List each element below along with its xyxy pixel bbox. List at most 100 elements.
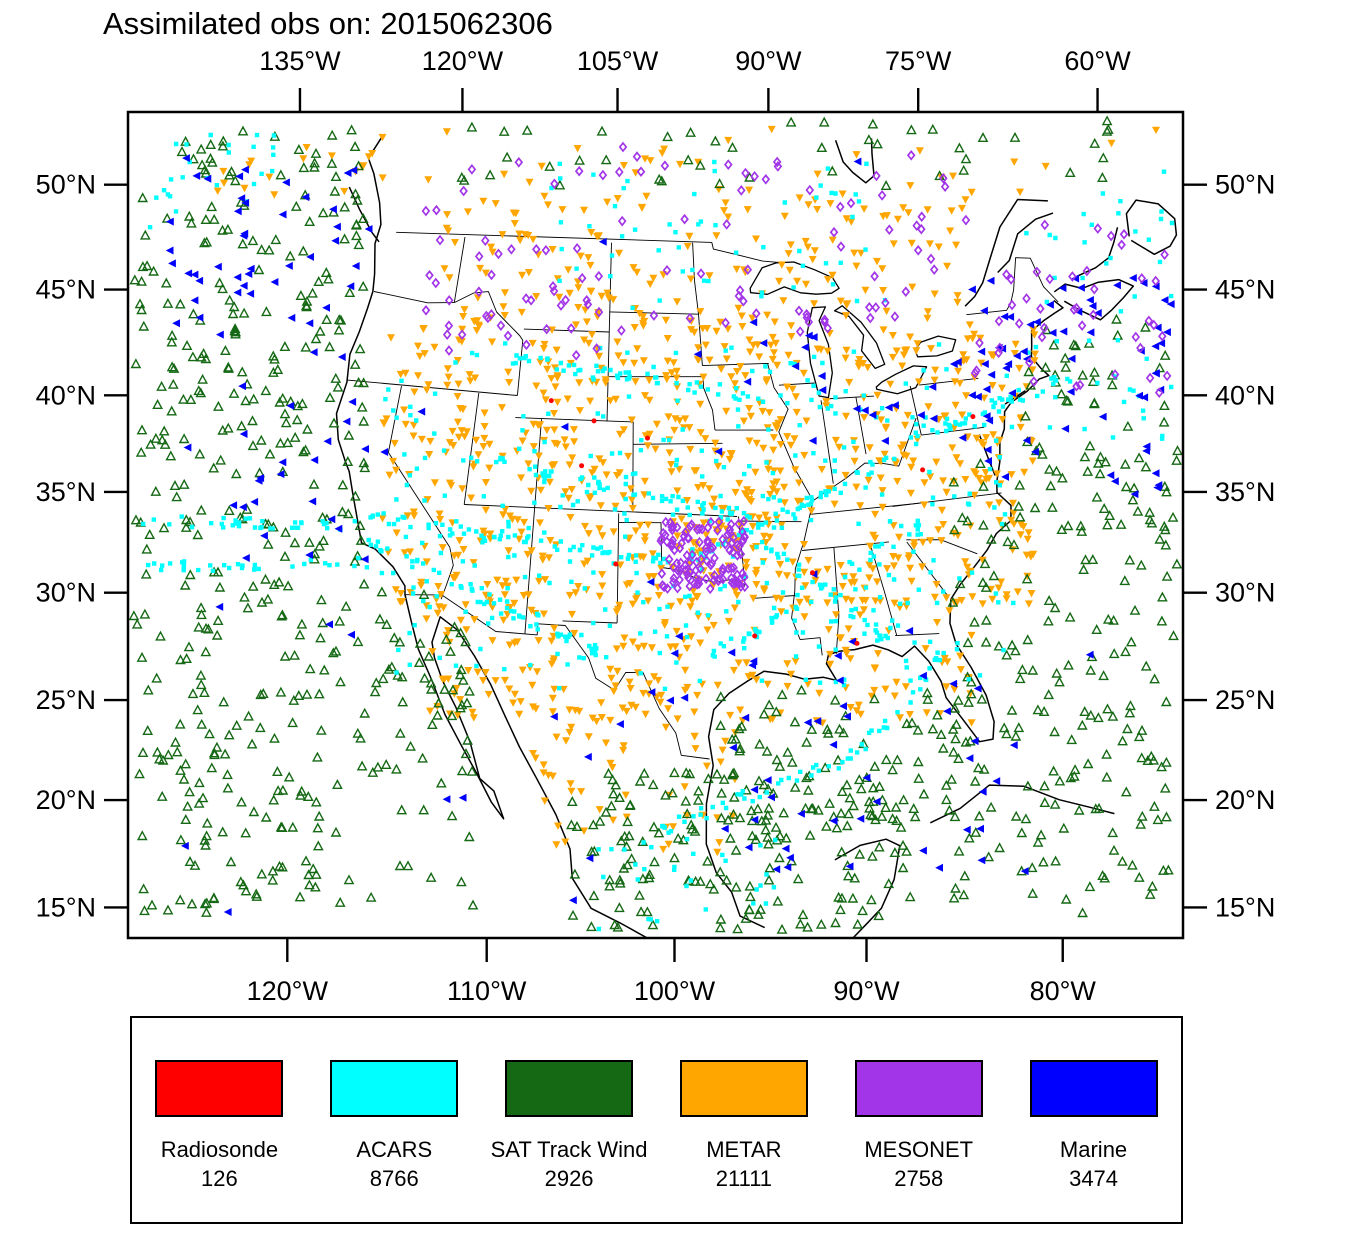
state-border [895,633,940,637]
legend-count: 2758 [894,1166,944,1191]
axis-label-lat-right: 30°N [1215,578,1275,608]
legend-item-satwind: SAT Track Wind 2926 [482,1018,657,1222]
coastline [705,299,1064,929]
figure-title: Assimilated obs on: 2015062306 [103,6,553,41]
legend-item-acars: ACARS 8766 [307,1018,482,1222]
axis-label-lat-left: 35°N [36,477,96,507]
map-geography [335,134,1178,938]
state-border [463,392,480,505]
axis-label-lon-bottom: 110°W [447,976,527,1006]
state-border [516,340,524,396]
series-mesonet [421,141,1172,595]
axis-label-lon-top: 120°W [422,46,504,76]
state-border [373,291,455,304]
state-border [606,242,612,422]
legend-label: Marine [1059,1137,1128,1162]
state-border [453,236,466,303]
coastline [1053,278,1135,321]
state-border [702,376,716,431]
coastline [348,186,380,243]
coastline [834,138,875,184]
state-border [824,395,875,400]
legend-item-marine: Marine 3474 [1006,1018,1181,1222]
axis-label-lat-right: 35°N [1215,477,1275,507]
state-border [919,377,979,386]
axis-label-lon-bottom: 100°W [634,976,716,1006]
axis-label-lat-right: 50°N [1215,170,1275,200]
coastline [1125,199,1178,256]
axis-label-lat-right: 40°N [1215,380,1275,410]
state-border [404,594,710,760]
axis-label-lon-top: 105°W [577,46,659,76]
state-border [800,637,823,656]
state-border [966,257,1059,316]
state-border [909,385,922,436]
legend-swatch-satwind [505,1060,634,1117]
series-marine [165,154,1175,917]
state-border [454,291,524,341]
legend-count: 21111 [715,1166,773,1191]
legend-count: 2926 [544,1166,594,1191]
legend-label: Radiosonde [160,1137,279,1162]
coastline [964,198,1048,307]
legend-swatch-mesonet [854,1060,983,1117]
legend-item-radiosonde: Radiosonde 126 [132,1018,307,1222]
axis-label-lat-left: 25°N [36,685,96,715]
state-border [833,547,840,654]
state-border [702,362,769,367]
state-border [820,400,834,484]
axis-label-lat-left: 30°N [36,578,96,608]
map-axes: 135°W 120°W 105°W 90°W 75°W 60°W 120°W 110°W 100… [36,46,1276,1006]
state-border [802,541,890,551]
coastline [929,784,1115,824]
axis-label-lon-top: 135°W [259,46,341,76]
legend-label: ACARS [356,1137,433,1162]
legend-box: Radiosonde 126 ACARS 8766 SAT Track Wind… [130,1016,1183,1224]
state-border [396,231,712,243]
legend-count: 3474 [1069,1166,1119,1191]
coastline [335,134,649,938]
map-plot: 135°W 120°W 105°W 90°W 75°W 60°W 120°W 110°W 100… [36,46,1276,1006]
coastline [834,838,901,938]
legend-swatch-acars [330,1060,459,1117]
legend-label: SAT Track Wind [490,1137,648,1162]
state-border [692,242,699,315]
coastline [997,212,1054,274]
lake-outline [833,305,886,370]
legend-label: METAR [706,1137,782,1162]
axis-label-lon-top: 90°W [735,46,802,76]
observation-markers [128,115,1183,934]
legend-swatch-marine [1029,1060,1158,1117]
axis-label-lat-left: 15°N [36,892,96,922]
state-border [892,492,1002,507]
coastline [1076,227,1119,277]
legend-label: MESONET [864,1137,974,1162]
series-sat-track-wind [128,115,1183,934]
axis-label-lat-right: 45°N [1215,275,1275,305]
lake-outline [875,365,928,395]
map-frame [126,110,1185,940]
state-border [347,379,518,396]
axis-label-lat-left: 20°N [36,785,96,815]
legend-swatch-radiosonde [155,1060,284,1117]
legend-item-mesonet: MESONET 2758 [831,1018,1006,1222]
axis-label-lon-top: 60°W [1064,46,1131,76]
axis-label-lat-right: 20°N [1215,785,1275,815]
axis-label-lat-left: 40°N [36,380,96,410]
axis-label-lon-top: 75°W [885,46,952,76]
lake-outline [914,335,957,358]
axis-label-lat-right: 25°N [1215,685,1275,715]
axis-label-lat-right: 15°N [1215,892,1275,922]
legend-item-metar: METAR 21111 [656,1018,831,1222]
state-border [523,328,610,333]
axis-label-lat-left: 50°N [36,170,96,200]
state-border [855,397,867,455]
axis-label-lon-bottom: 90°W [833,976,900,1006]
state-border [515,417,634,423]
series-metar [213,125,1160,857]
state-border [562,620,618,624]
legend-count: 126 [201,1166,238,1191]
axis-label-lat-left: 45°N [36,275,96,305]
axis-label-lon-bottom: 80°W [1030,976,1097,1006]
